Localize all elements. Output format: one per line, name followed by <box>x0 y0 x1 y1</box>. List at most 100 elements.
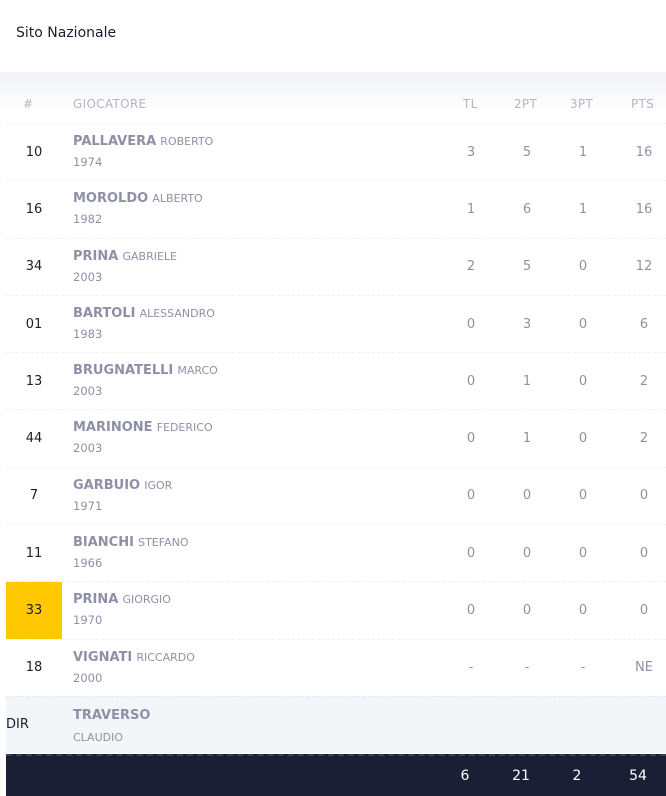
col-header-number[interactable]: # <box>23 97 34 111</box>
player-birth-year: 2000 <box>73 670 103 685</box>
player-number: 33 <box>6 582 62 639</box>
col-header-3pt[interactable]: 3PT <box>570 97 594 111</box>
table-row[interactable]: 33 PRINA GIORGIO 1970 0 0 0 0 <box>6 581 666 639</box>
player-name[interactable]: PRINA GABRIELE <box>73 249 177 264</box>
player-surname: PRINA <box>73 248 119 264</box>
director-first-name: CLAUDIO <box>73 730 124 744</box>
stat-2pt: 0 <box>522 603 532 619</box>
stat-tl: 3 <box>466 144 476 160</box>
player-number: 18 <box>25 660 43 676</box>
stat-pts: 2 <box>639 431 649 447</box>
player-name[interactable]: VIGNATI RICCARDO <box>73 650 195 665</box>
table-row[interactable]: 34 PRINA GABRIELE 2003 2 5 0 12 <box>6 237 666 295</box>
totals-row: 6 21 2 54 <box>6 754 666 796</box>
stat-pts: 6 <box>639 316 649 332</box>
player-name[interactable]: MOROLDO ALBERTO <box>73 191 203 206</box>
player-number: 01 <box>25 316 43 332</box>
player-number: 44 <box>25 431 43 447</box>
stat-2pt: 0 <box>522 488 532 504</box>
player-number: 13 <box>25 373 43 389</box>
director-surname[interactable]: TRAVERSO <box>73 707 151 723</box>
stat-3pt: 0 <box>578 373 588 389</box>
stat-2pt: 5 <box>522 259 532 275</box>
stat-pts: 0 <box>639 488 649 504</box>
player-name[interactable]: MARINONE FEDERICO <box>73 420 213 435</box>
stat-2pt: 3 <box>522 316 532 332</box>
player-first-name: IGOR <box>144 478 173 492</box>
table-row[interactable]: 18 VIGNATI RICCARDO 2000 - - - NE <box>6 638 666 696</box>
stat-2pt: 5 <box>522 144 532 160</box>
stat-pts: 16 <box>635 201 653 217</box>
player-birth-year: 1966 <box>73 556 103 571</box>
player-name[interactable]: BIANCHI STEFANO <box>73 535 188 550</box>
stat-3pt: 0 <box>578 316 588 332</box>
stat-3pt: 0 <box>578 488 588 504</box>
stat-pts: NE <box>635 660 653 676</box>
player-surname: GARBUIO <box>73 477 141 493</box>
stat-pts: 16 <box>635 144 653 160</box>
stat-tl: 0 <box>466 316 476 332</box>
player-surname: PALLAVERA <box>73 134 157 149</box>
page-title: Sito Nazionale <box>16 25 117 41</box>
player-number: 11 <box>25 545 43 561</box>
player-surname: PRINA <box>73 592 119 608</box>
table-header: # GIOCATORE TL 2PT 3PT PTS <box>6 85 666 123</box>
stat-tl: 1 <box>466 201 476 217</box>
total-pts: 54 <box>629 768 647 784</box>
player-first-name: ALESSANDRO <box>139 306 215 320</box>
player-number: 10 <box>25 144 43 160</box>
player-birth-year: 2003 <box>73 269 103 284</box>
stat-3pt: 0 <box>578 545 588 561</box>
table-row[interactable]: 7 GARBUIO IGOR 1971 0 0 0 0 <box>6 466 666 524</box>
player-first-name: MARCO <box>177 364 218 378</box>
col-header-tl[interactable]: TL <box>463 97 478 111</box>
player-first-name: ROBERTO <box>160 135 214 148</box>
director-row: DIR TRAVERSO CLAUDIO <box>6 695 666 753</box>
player-first-name: GIORGIO <box>122 593 171 607</box>
stat-2pt: - <box>524 660 530 676</box>
stat-pts: 2 <box>639 373 649 389</box>
player-birth-year: 2003 <box>73 384 103 399</box>
col-header-2pt[interactable]: 2PT <box>514 97 538 111</box>
player-surname: MOROLDO <box>73 191 149 207</box>
header-shadow <box>0 72 666 112</box>
player-birth-year: 1982 <box>73 212 103 227</box>
stat-3pt: 0 <box>578 259 588 275</box>
table-row[interactable]: 10 PALLAVERA ROBERTO 1974 3 5 1 16 <box>6 123 666 180</box>
player-name[interactable]: BRUGNATELLI MARCO <box>73 363 218 378</box>
stat-3pt: 0 <box>578 603 588 619</box>
player-name[interactable]: BARTOLI ALESSANDRO <box>73 306 215 321</box>
stat-2pt: 1 <box>522 373 532 389</box>
player-birth-year: 2003 <box>73 441 103 456</box>
player-number: 34 <box>25 259 43 275</box>
stat-tl: 0 <box>466 603 476 619</box>
player-number: 7 <box>29 488 39 504</box>
table-row[interactable]: 11 BIANCHI STEFANO 1966 0 0 0 0 <box>6 524 666 581</box>
stat-3pt: 1 <box>578 201 588 217</box>
player-name[interactable]: PRINA GIORGIO <box>73 592 171 607</box>
director-label: DIR <box>6 717 29 733</box>
total-tl: 6 <box>460 768 470 784</box>
stat-tl: - <box>468 660 474 676</box>
table-row[interactable]: 44 MARINONE FEDERICO 2003 0 1 0 2 <box>6 409 666 466</box>
player-first-name: FEDERICO <box>156 421 213 435</box>
stat-tl: 0 <box>466 488 476 504</box>
player-name[interactable]: GARBUIO IGOR <box>73 478 172 493</box>
stat-pts: 0 <box>639 545 649 561</box>
col-header-player[interactable]: GIOCATORE <box>73 97 147 111</box>
stat-tl: 0 <box>466 431 476 447</box>
stat-3pt: - <box>580 660 586 676</box>
table-row[interactable]: 16 MOROLDO ALBERTO 1982 1 6 1 16 <box>6 180 666 237</box>
stat-tl: 2 <box>466 259 476 275</box>
player-birth-year: 1970 <box>73 613 103 628</box>
player-first-name: GABRIELE <box>122 249 177 263</box>
table-row[interactable]: 01 BARTOLI ALESSANDRO 1983 0 3 0 6 <box>6 294 666 352</box>
player-first-name: ALBERTO <box>152 192 203 206</box>
col-header-pts[interactable]: PTS <box>631 97 655 111</box>
table-row[interactable]: 13 BRUGNATELLI MARCO 2003 0 1 0 2 <box>6 352 666 409</box>
player-name[interactable]: PALLAVERA ROBERTO <box>73 134 213 149</box>
stat-2pt: 0 <box>522 545 532 561</box>
player-birth-year: 1983 <box>73 326 103 341</box>
player-surname: BIANCHI <box>73 535 134 551</box>
stat-pts: 0 <box>639 603 649 619</box>
